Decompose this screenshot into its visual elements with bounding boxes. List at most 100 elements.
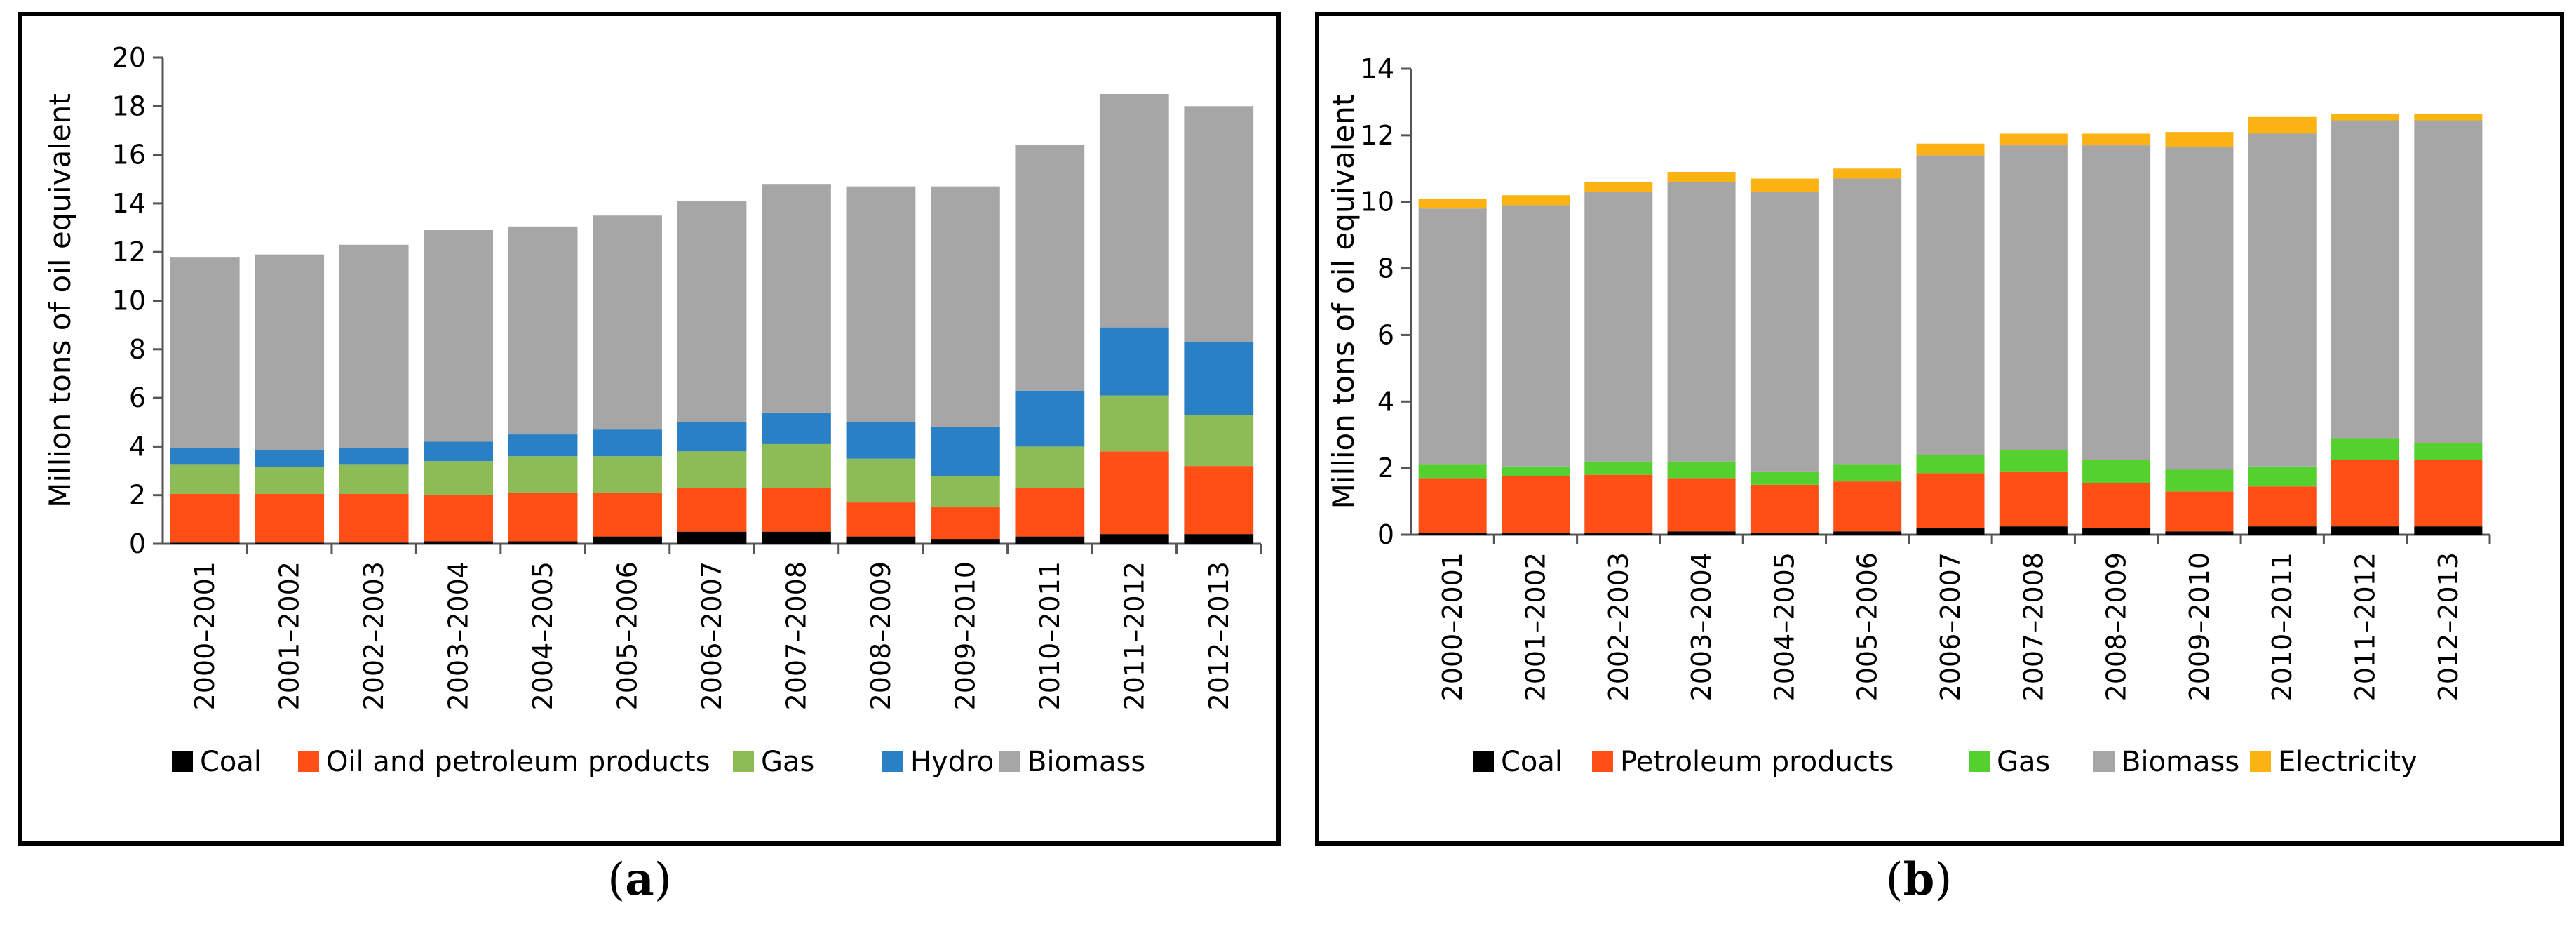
caption-open-paren: ( [1886,854,1903,906]
bar-segment-gas [2414,443,2483,460]
bar-segment-coal [593,536,662,544]
bar-segment-biomass [1667,182,1736,462]
bar-segment-coal [762,531,831,544]
bar-segment-gas [1667,461,1736,479]
bar-segment-oil-and-petroleum-products [170,493,240,543]
bar-segment-oil-and-petroleum-products [255,493,325,543]
bar-segment-biomass [339,244,409,448]
bar-segment-biomass [255,254,325,450]
bar-segment-gas [1501,466,1570,476]
bar-segment-biomass [677,201,747,422]
bar-segment-biomass [846,186,916,422]
x-tick-label: 2003–2004 [443,561,474,710]
bar-segment-electricity [1916,143,1985,156]
bar-segment-petroleum-products [1916,473,1985,528]
x-tick-label: 2006–2007 [1935,552,1966,701]
bar-segment-coal [1418,533,1487,535]
bar-segment-biomass [1999,145,2068,450]
x-tick-label: 2006–2007 [696,561,727,710]
bar-segment-hydro [1015,390,1085,447]
bar-segment-coal [846,536,916,544]
y-axis-title: Million tons of oil equivalent [1326,95,1361,509]
bar-segment-gas [1184,415,1254,467]
bar-segment-biomass [508,226,578,435]
bar-segment-coal [1015,536,1085,544]
bar-segment-gas [1584,461,1653,475]
bar-segment-electricity [2082,133,2151,146]
bar-segment-coal [1750,533,1819,535]
caption-open-paren: ( [607,854,625,906]
bar-segment-hydro [170,448,240,465]
bar-segment-petroleum-products [1584,474,1653,533]
bar-segment-gas [762,443,831,488]
bar-segment-coal [1667,531,1736,535]
bar-segment-biomass [1099,93,1169,328]
bar-segment-oil-and-petroleum-products [846,502,916,537]
bar-segment-coal [677,531,747,544]
bar-segment-coal [1099,534,1169,544]
bar-segment-hydro [255,450,325,467]
bar-segment-biomass [1750,192,1819,472]
bar-segment-petroleum-products [2331,460,2400,527]
bar-segment-oil-and-petroleum-products [424,495,494,542]
bar-segment-coal [930,539,1000,544]
bar-segment-hydro [508,434,578,457]
bar-segment-biomass [930,186,1000,427]
bar-segment-gas [593,456,662,493]
x-tick-label: 2010–2011 [1034,561,1065,710]
x-tick-label: 2012–2013 [2433,552,2464,701]
x-tick-label: 2001–2002 [1520,552,1551,701]
bar-segment-oil-and-petroleum-products [762,488,831,532]
y-tick-label: 8 [1377,253,1394,284]
bar-segment-coal [1916,528,1985,535]
bar-segment-coal [255,542,325,544]
bar-segment-coal [424,541,494,544]
bar-segment-hydro [930,427,1000,476]
bar-segment-gas [2331,438,2400,460]
x-tick-label: 2012–2013 [1203,561,1234,710]
bar-segment-biomass [762,184,831,413]
bar-segment-biomass [1501,205,1570,467]
bar-segment-petroleum-products [1750,484,1819,533]
y-tick-label: 4 [1377,386,1394,417]
panel-frame [1315,12,2564,846]
y-tick-label: 6 [129,382,146,413]
bar-segment-biomass [2248,133,2317,467]
x-tick-label: 2011–2012 [1119,561,1149,710]
bar-segment-coal [2414,526,2483,535]
bar-segment-electricity [1418,198,1487,209]
bar-segment-oil-and-petroleum-products [1184,466,1254,535]
x-tick-label: 2005–2006 [612,561,643,710]
caption-close-paren: ) [1934,854,1952,906]
bar-segment-biomass [2165,147,2234,470]
y-tick-label: 14 [112,188,146,219]
legend-swatch [1473,751,1494,772]
bar-segment-coal [508,541,578,544]
x-tick-label: 2002–2003 [1603,552,1634,701]
x-tick-label: 2009–2010 [950,561,980,710]
y-tick-label: 2 [1377,453,1394,483]
bar-segment-petroleum-products [1418,478,1487,533]
bar-segment-coal [2331,526,2400,535]
x-tick-label: 2008–2009 [865,561,896,710]
bar-segment-oil-and-petroleum-products [1015,488,1085,537]
bar-segment-electricity [1584,182,1653,192]
bar-segment-coal [170,542,240,544]
bar-segment-biomass [2414,120,2483,443]
y-tick-label: 4 [129,431,146,462]
y-tick-label: 2 [129,480,146,511]
bar-segment-biomass [1584,192,1653,462]
y-tick-label: 12 [1361,120,1394,151]
bar-segment-gas [2248,466,2317,487]
legend-label: Biomass [1027,746,1145,778]
bar-segment-petroleum-products [1999,471,2068,527]
bar-segment-electricity [1750,178,1819,192]
y-tick-label: 18 [112,91,146,121]
legend-swatch [999,751,1020,772]
bar-segment-gas [930,475,1000,508]
bar-segment-coal [1501,533,1570,535]
legend-swatch [172,751,193,772]
bar-segment-biomass [1916,155,1985,455]
bar-segment-coal [2248,526,2317,535]
